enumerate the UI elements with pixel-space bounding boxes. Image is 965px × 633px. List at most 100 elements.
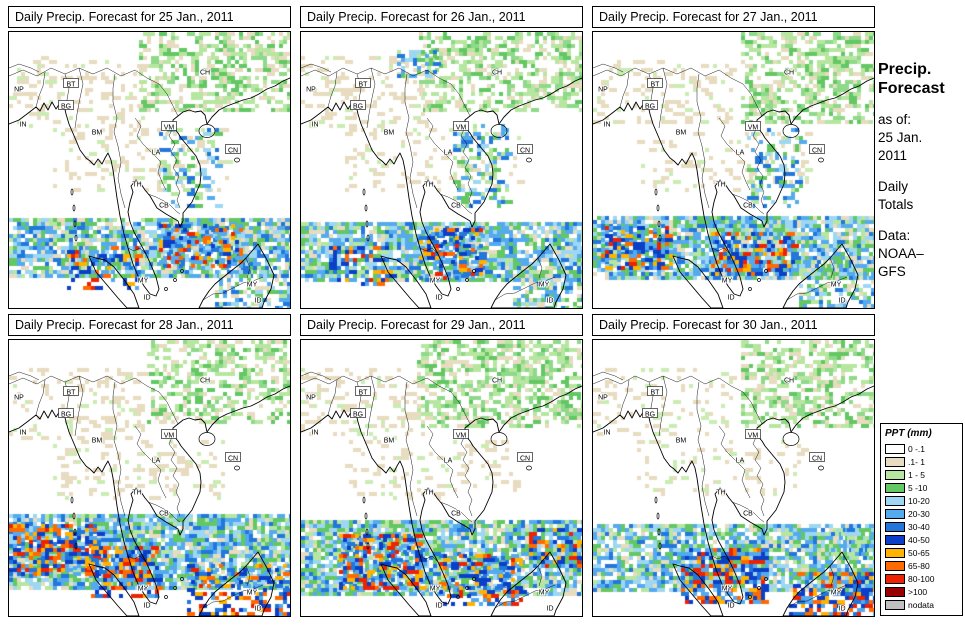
legend-row: nodata (885, 598, 959, 611)
map-label: BM (676, 438, 687, 445)
map-label-box (809, 452, 825, 462)
map-label: IN (604, 430, 611, 437)
sidebar-title-line1: Precip. (878, 61, 932, 78)
map-label: LA (736, 150, 745, 157)
map-geography: NP BT BG IN CH BM VM CN LA TH CB MY ID MY ID (593, 371, 874, 616)
map-label-box (517, 452, 533, 462)
map-label: ID (144, 295, 151, 302)
legend-label: 20-30 (908, 508, 930, 519)
legend-label: 40-50 (908, 534, 930, 545)
map-label: CN (520, 148, 530, 155)
map-label: VM (456, 433, 467, 440)
map-label-box (161, 429, 177, 439)
map-label: BT (651, 82, 661, 89)
map-label: CH (200, 70, 210, 77)
legend-title: PPT (mm) (885, 428, 932, 439)
map-label: BT (67, 82, 77, 89)
map-label: ID (255, 606, 262, 613)
map-label: BT (359, 390, 369, 397)
map-label: TH (424, 182, 433, 189)
map-label: VM (164, 433, 175, 440)
map-label: CN (228, 456, 238, 463)
forecast-map: NP BT BG IN CH BM VM CN LA TH CB MY ID MY ID (8, 31, 291, 309)
map-label-box (809, 144, 825, 154)
legend-swatch (885, 456, 905, 467)
map-label-box (647, 386, 663, 396)
panel-title: Daily Precip. Forecast for 28 Jan., 2011 (8, 314, 291, 336)
map-label-box (745, 429, 761, 439)
map-label-box (63, 78, 79, 88)
map-label: CB (743, 203, 753, 210)
legend-row: 65-80 (885, 559, 959, 572)
map-label: BM (92, 130, 103, 137)
map-label: BT (67, 390, 77, 397)
legend-row: .1- 1 (885, 455, 959, 468)
precip-legend: PPT (mm) 0 -.1 .1- 1 1 - 5 5 -10 10-20 20-30 3… (880, 423, 963, 616)
map-label: TH (716, 490, 725, 497)
map-label: LA (152, 458, 161, 465)
map-label: ID (547, 606, 554, 613)
legend-swatch (885, 495, 905, 506)
legend-swatch (885, 482, 905, 493)
map-label: ID (144, 603, 151, 610)
legend-row: 1 - 5 (885, 468, 959, 481)
map-label: TH (716, 182, 725, 189)
map-label: LA (736, 458, 745, 465)
map-label-box (58, 100, 74, 110)
map-label: IN (20, 122, 27, 129)
map-label: IN (312, 430, 319, 437)
map-label-box (745, 121, 761, 131)
map-label: CB (159, 203, 169, 210)
as-of-date: 25 Jan. (878, 130, 923, 145)
totals-line2: Totals (878, 197, 914, 212)
map-label: CB (743, 511, 753, 518)
map-label: BG (645, 412, 655, 419)
map-label: CN (812, 148, 822, 155)
map-label: CN (520, 456, 530, 463)
map-label-box (355, 386, 371, 396)
map-label-box (58, 408, 74, 418)
data-label: Data: (878, 228, 911, 243)
map-label: BM (92, 438, 103, 445)
map-geography: NP BT BG IN CH BM VM CN LA TH CB MY ID MY ID (9, 371, 290, 616)
map-label: CB (159, 511, 169, 518)
map-label: VM (164, 125, 175, 132)
map-label-box (161, 121, 177, 131)
map-label: MY (138, 278, 149, 285)
map-label: LA (152, 150, 161, 157)
map-label: MY (831, 282, 842, 289)
map-label-box (63, 386, 79, 396)
map-label: IN (20, 430, 27, 437)
map-label: BM (384, 438, 395, 445)
panel-title: Daily Precip. Forecast for 27 Jan., 2011 (592, 6, 875, 28)
map-label: BM (384, 130, 395, 137)
map-label: CH (784, 378, 794, 385)
legend-label: 30-40 (908, 521, 930, 532)
map-label: IN (312, 122, 319, 129)
map-label: ID (436, 603, 443, 610)
panel-title: Daily Precip. Forecast for 30 Jan., 2011 (592, 314, 875, 336)
legend-row: 50-65 (885, 546, 959, 559)
map-label: CB (451, 203, 461, 210)
legend-swatch (885, 573, 905, 584)
legend-swatch (885, 534, 905, 545)
legend-label: .1- 1 (908, 456, 926, 467)
map-label: MY (722, 278, 733, 285)
map-label-box (453, 429, 469, 439)
map-label: MY (247, 282, 258, 289)
legend-label: 0 -.1 (908, 443, 926, 454)
legend-label: nodata (908, 599, 934, 610)
map-label-box (642, 408, 658, 418)
legend-swatch (885, 443, 905, 454)
map-label: BG (353, 412, 363, 419)
map-label: NP (14, 87, 24, 94)
map-label: MY (539, 282, 550, 289)
map-label: NP (14, 395, 24, 402)
legend-swatch (885, 469, 905, 480)
map-label: ID (436, 295, 443, 302)
map-label: NP (598, 395, 608, 402)
map-label: MY (430, 278, 441, 285)
legend-row: 10-20 (885, 494, 959, 507)
as-of-label: as of: (878, 112, 912, 127)
legend-swatch (885, 508, 905, 519)
